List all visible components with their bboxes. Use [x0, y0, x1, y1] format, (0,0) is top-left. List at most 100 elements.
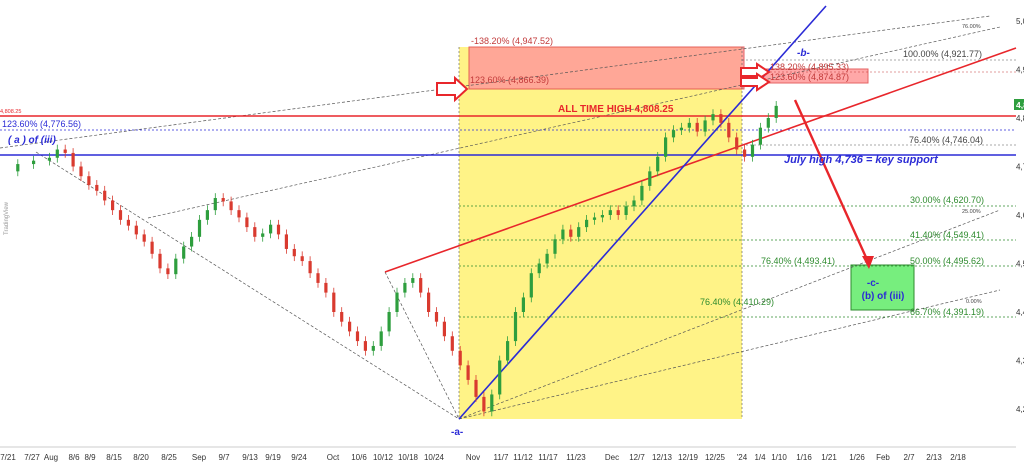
candle-body: [87, 176, 91, 185]
wave-b-label: -b-: [797, 48, 810, 59]
target-zone-left: [468, 46, 745, 90]
candles: [16, 101, 778, 417]
fib-25-small: 25.00%: [962, 209, 981, 215]
watermark: TradingView: [4, 201, 10, 235]
candle-body: [577, 227, 581, 237]
wave-c-label: -c-: [867, 278, 879, 289]
x-tick-label: 11/17: [538, 453, 558, 462]
x-tick-label: 1/4: [754, 453, 766, 462]
candle-body: [142, 234, 146, 242]
candle-body: [640, 185, 644, 201]
projection-arrow-line: [793, 99, 871, 265]
candle-body: [703, 120, 707, 132]
x-tick-label: Dec: [605, 453, 619, 462]
candle-body: [71, 152, 75, 167]
ath-label: ALL TIME HIGH 4,808.25: [558, 104, 674, 115]
projection-arrow-head: [862, 256, 874, 269]
x-tick-label: 9/24: [291, 453, 307, 462]
candle-body: [363, 341, 367, 351]
candle-body: [47, 157, 51, 161]
x-tick-label: 9/13: [242, 453, 258, 462]
candle-body: [348, 321, 352, 332]
channel-line-upper-1: [0, 15, 991, 149]
candle-body: [332, 292, 336, 312]
candle-body: [379, 331, 383, 346]
candle-body: [150, 241, 154, 254]
candle-body: [55, 149, 59, 158]
fib-66-label: 66.70% (4,391.19): [910, 307, 984, 317]
y-tick-label: 5,000.00: [1016, 17, 1024, 26]
x-tick-label: 8/15: [106, 453, 122, 462]
candle-body: [174, 258, 178, 275]
wave-b-of-iii-label: (b) of (iii): [862, 291, 905, 302]
wave-c-target-box: [850, 264, 915, 311]
x-tick-label: 12/13: [652, 453, 673, 462]
fib-123-right-label: 123.60% (4,874.87): [770, 72, 849, 82]
x-tick-label: Oct: [327, 453, 340, 462]
candle-body: [261, 233, 265, 237]
candle-body: [355, 331, 360, 342]
x-tick-label: 8/9: [84, 453, 96, 462]
candle-body: [498, 360, 502, 395]
x-tick-label: Nov: [466, 453, 480, 462]
candle-body: [158, 253, 162, 269]
x-tick-label: Feb: [876, 453, 890, 462]
channel-line-mid: [458, 209, 1001, 420]
candle-body: [766, 118, 770, 128]
x-tick-label: 2/13: [926, 453, 942, 462]
candle-body: [213, 198, 217, 211]
candle-body: [276, 224, 281, 235]
x-tick-label: 10/18: [398, 453, 419, 462]
arrow-left-target: [436, 75, 469, 103]
channel-line-upper-2: [147, 26, 1001, 219]
candle-body: [371, 345, 375, 351]
candle-body: [624, 206, 628, 215]
candle-body: [118, 210, 123, 220]
candle-body: [134, 225, 138, 235]
candle-body: [608, 210, 612, 215]
fib-76-top-small: 76.00%: [962, 24, 981, 30]
candle-body: [553, 239, 557, 254]
candle-body: [513, 312, 518, 342]
x-tick-label: 1/10: [771, 453, 787, 462]
y-tick-label: 4,300.00: [1016, 357, 1024, 366]
candle-body: [419, 278, 423, 293]
y-axis-ticks: 4,200.00 4,300.00 4,400.00 4,500.00 4,600.00…: [1016, 17, 1024, 414]
candle-body: [103, 190, 107, 201]
candle-body: [197, 219, 202, 237]
x-tick-label: 12/19: [678, 453, 699, 462]
x-tick-label: 1/16: [796, 453, 812, 462]
fib-76-right-label: 76.40% (4,746.04): [909, 135, 983, 145]
candle-body: [679, 127, 683, 131]
candle-body: [466, 365, 470, 380]
x-tick-label: 8/6: [68, 453, 80, 462]
fib-123-left-label: 123.60% (4,866.39): [470, 75, 549, 85]
x-tick-label: 11/23: [566, 453, 586, 462]
candle-body: [719, 114, 723, 123]
candle-body: [537, 263, 541, 274]
candle-body: [427, 292, 431, 312]
candle-body: [482, 396, 486, 412]
candle-body: [126, 219, 130, 226]
candle-body: [711, 114, 715, 121]
ath-axis-label: 4,808.25: [0, 109, 21, 115]
candle-body: [395, 292, 399, 312]
candle-body: [529, 273, 533, 298]
candle-body: [229, 201, 233, 211]
x-tick-label: 12/25: [705, 453, 726, 462]
candle-body: [95, 184, 99, 191]
candle-body: [616, 210, 620, 215]
candle-body: [316, 273, 320, 283]
candle-body: [774, 105, 778, 118]
candle-body: [664, 137, 668, 157]
wave-a-label: -a-: [451, 427, 463, 438]
y-tick-label: 4,800.00: [1016, 114, 1024, 123]
candle-body: [245, 217, 249, 228]
x-tick-label: 7/21: [0, 453, 16, 462]
decline-line-a: [35, 151, 460, 420]
x-tick-label: 8/20: [133, 453, 149, 462]
candle-body: [434, 312, 439, 322]
fib-76-low-label: 76.40% (4,410.29): [700, 297, 774, 307]
fib-0-small: 0.00%: [966, 299, 982, 305]
